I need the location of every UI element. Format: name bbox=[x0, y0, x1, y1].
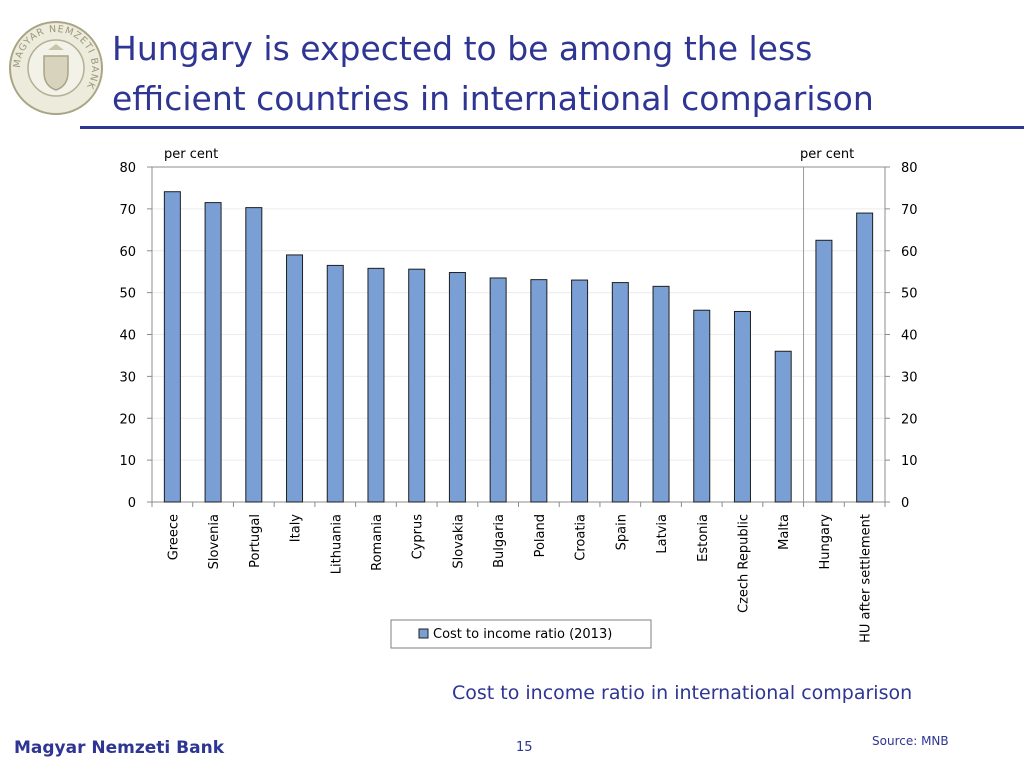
bar bbox=[245, 207, 263, 503]
y-tick-label-left: 0 bbox=[128, 496, 136, 511]
footer-organization: Magyar Nemzeti Bank bbox=[14, 738, 225, 758]
x-tick-label: Romania bbox=[370, 514, 385, 571]
chart-y-ticks-left: 0 10 20 30 40 50 60 70 80 bbox=[119, 161, 152, 511]
slide-title-line-2: efficient countries in international com… bbox=[112, 79, 874, 118]
y-tick-label-right: 40 bbox=[901, 329, 918, 344]
y-tick-label-right: 20 bbox=[901, 412, 918, 427]
chart-x-labels: Greece Slovenia Portugal Italy Lithuania Roma… bbox=[166, 514, 873, 643]
bar bbox=[286, 254, 304, 503]
bar bbox=[815, 239, 833, 503]
x-tick-label: Bulgaria bbox=[492, 514, 507, 568]
x-tick-label: Malta bbox=[777, 514, 792, 550]
bar bbox=[733, 310, 751, 503]
x-tick-label: Czech Republic bbox=[736, 514, 751, 613]
x-tick-label: Latvia bbox=[655, 514, 670, 554]
legend-box bbox=[390, 619, 652, 649]
y-tick-label-left: 30 bbox=[119, 370, 136, 385]
x-tick-label: Spain bbox=[614, 514, 629, 550]
bar bbox=[693, 309, 711, 503]
y-tick-label-left: 50 bbox=[119, 287, 136, 302]
x-tick-label: Cyprus bbox=[411, 514, 426, 560]
y-tick-label-left: 20 bbox=[119, 412, 136, 427]
x-tick-label: Poland bbox=[533, 514, 548, 557]
legend-swatch bbox=[418, 628, 429, 639]
mnb-logo: MAGYAR NEMZETI BANK bbox=[8, 20, 104, 116]
slide-title-line-1: Hungary is expected to be among the less bbox=[112, 29, 813, 68]
x-tick-label: Portugal bbox=[248, 514, 263, 568]
x-tick-label: Lithuania bbox=[329, 514, 344, 574]
title-divider bbox=[80, 126, 1024, 129]
bar-chart: Greece Slovenia Portugal Italy Lithuania Roma… bbox=[119, 147, 918, 649]
y-tick-label-left: 70 bbox=[119, 203, 136, 218]
x-tick-label: HU after settlement bbox=[859, 514, 874, 643]
y-tick-label-left: 10 bbox=[119, 454, 136, 469]
chart-bars bbox=[163, 191, 874, 503]
bar bbox=[367, 267, 385, 503]
y-tick-label-right: 70 bbox=[901, 203, 918, 218]
x-tick-label: Slovakia bbox=[451, 514, 466, 569]
page-number: 15 bbox=[516, 740, 533, 755]
y-tick-label-right: 10 bbox=[901, 454, 918, 469]
y-axis-label-right: per cent bbox=[800, 147, 854, 162]
bar bbox=[204, 202, 222, 503]
source-note: Source: MNB bbox=[872, 734, 949, 748]
bar bbox=[530, 279, 548, 503]
bar bbox=[652, 285, 670, 503]
bar bbox=[326, 264, 344, 503]
y-tick-label-right: 30 bbox=[901, 370, 918, 385]
chart-caption: Cost to income ratio in international co… bbox=[452, 682, 913, 704]
y-tick-label-right: 60 bbox=[901, 245, 918, 260]
slide-title: Hungary is expected to be among the less… bbox=[112, 24, 1012, 124]
y-tick-label-left: 40 bbox=[119, 329, 136, 344]
y-tick-label-left: 80 bbox=[119, 161, 136, 176]
bar bbox=[489, 277, 507, 503]
x-tick-label: Estonia bbox=[696, 514, 711, 562]
bar bbox=[611, 282, 629, 503]
y-tick-label-right: 0 bbox=[901, 496, 909, 511]
legend-label: Cost to income ratio (2013) bbox=[433, 627, 612, 642]
y-tick-label-left: 60 bbox=[119, 245, 136, 260]
y-tick-label-right: 80 bbox=[901, 161, 918, 176]
bar bbox=[448, 272, 466, 503]
x-tick-label: Slovenia bbox=[207, 514, 222, 569]
x-tick-label: Hungary bbox=[818, 514, 833, 570]
bar bbox=[408, 268, 426, 503]
chart-legend: Cost to income ratio (2013) bbox=[390, 619, 652, 649]
bar bbox=[856, 212, 874, 503]
x-tick-label: Greece bbox=[166, 514, 181, 560]
chart-gridlines bbox=[152, 208, 885, 461]
y-axis-label-left: per cent bbox=[164, 147, 218, 162]
bar bbox=[163, 191, 181, 503]
y-tick-label-right: 50 bbox=[901, 287, 918, 302]
bar bbox=[571, 279, 589, 503]
x-tick-label: Croatia bbox=[574, 514, 589, 561]
chart-y-ticks-right: 0 10 20 30 40 50 60 70 80 bbox=[885, 161, 918, 511]
x-tick-label: Italy bbox=[289, 514, 304, 543]
bar bbox=[774, 350, 792, 503]
